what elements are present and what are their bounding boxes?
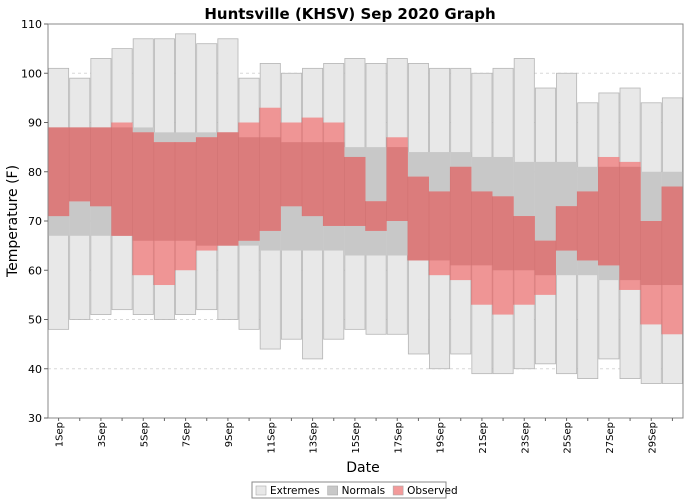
observed-normals-overlap xyxy=(69,127,91,202)
legend-swatch xyxy=(255,485,267,496)
observed-normals-overlap xyxy=(344,156,366,226)
y-tick-label: 80 xyxy=(28,166,42,179)
y-tick-label: 60 xyxy=(28,264,42,277)
observed-normals-overlap xyxy=(238,137,260,241)
observed-normals-overlap xyxy=(111,127,133,236)
x-tick-label: 25Sep xyxy=(563,422,574,454)
x-tick-label: 21Sep xyxy=(478,422,489,454)
observed-normals-overlap xyxy=(259,137,281,231)
observed-normals-overlap xyxy=(556,206,578,251)
y-tick-label: 90 xyxy=(28,117,42,130)
observed-normals-overlap xyxy=(661,186,683,286)
x-tick-label: 29Sep xyxy=(647,422,658,454)
legend-swatch xyxy=(327,485,338,496)
observed-normals-overlap xyxy=(492,196,514,271)
observed-normals-overlap xyxy=(323,142,345,226)
y-tick-label: 30 xyxy=(28,412,42,425)
observed-normals-overlap xyxy=(302,142,324,217)
x-tick-label: 11Sep xyxy=(266,422,277,454)
x-tick-label: 27Sep xyxy=(605,422,616,454)
chart-title: Huntsville (KHSV) Sep 2020 Graph xyxy=(204,5,495,23)
legend-swatch xyxy=(392,485,404,496)
observed-normals-overlap xyxy=(534,240,556,276)
observed-normals-overlap xyxy=(365,201,387,231)
observed-normals-overlap xyxy=(577,191,599,261)
observed-normals-overlap xyxy=(196,137,218,246)
observed-normals-overlap xyxy=(48,127,70,217)
observed-normals-overlap xyxy=(132,132,154,241)
observed-normals-overlap xyxy=(407,176,429,261)
observed-normals-overlap xyxy=(153,142,175,241)
observed-normals-overlap xyxy=(598,166,620,266)
x-tick-label: 13Sep xyxy=(309,422,320,454)
y-tick-label: 110 xyxy=(21,18,42,31)
legend-label: Extremes xyxy=(270,485,320,497)
observed-normals-overlap xyxy=(90,127,112,207)
observed-normals-overlap xyxy=(429,191,451,261)
x-tick-label: 5Sep xyxy=(139,422,150,447)
observed-normals-overlap xyxy=(619,166,641,281)
x-tick-label: 17Sep xyxy=(393,422,404,454)
observed-normals-overlap xyxy=(471,191,493,266)
y-tick-label: 70 xyxy=(28,215,42,228)
legend-label: Normals xyxy=(342,485,385,497)
x-tick-label: 7Sep xyxy=(182,422,193,447)
y-axis-label: Temperature (F) xyxy=(5,165,21,278)
x-tick-label: 15Sep xyxy=(351,422,362,454)
x-tick-label: 23Sep xyxy=(520,422,531,454)
x-tick-label: 3Sep xyxy=(97,422,108,447)
observed-normals-overlap xyxy=(280,142,302,207)
observed-normals-overlap xyxy=(175,142,197,241)
x-tick-label: 9Sep xyxy=(224,422,235,447)
y-tick-label: 100 xyxy=(21,67,42,80)
x-axis-label: Date xyxy=(346,460,379,476)
x-tick-label: 1Sep xyxy=(55,422,66,447)
x-tick-label: 19Sep xyxy=(436,422,447,454)
observed-normals-overlap xyxy=(386,147,408,221)
y-tick-label: 40 xyxy=(28,363,42,376)
observed-normals-overlap xyxy=(640,221,662,286)
chart-legend: Extremes Normals Observed xyxy=(251,481,458,499)
legend-label: Observed xyxy=(407,485,458,497)
plot-area: 30 40 50 60 70 80 90 100 110 1Sep 3Sep 5Sep 7Sep 9Sep… xyxy=(21,18,684,454)
observed-normals-overlap xyxy=(450,166,472,266)
observed-normals-overlap xyxy=(513,216,535,271)
observed-normals-overlap xyxy=(217,132,239,246)
y-tick-label: 50 xyxy=(28,314,42,327)
